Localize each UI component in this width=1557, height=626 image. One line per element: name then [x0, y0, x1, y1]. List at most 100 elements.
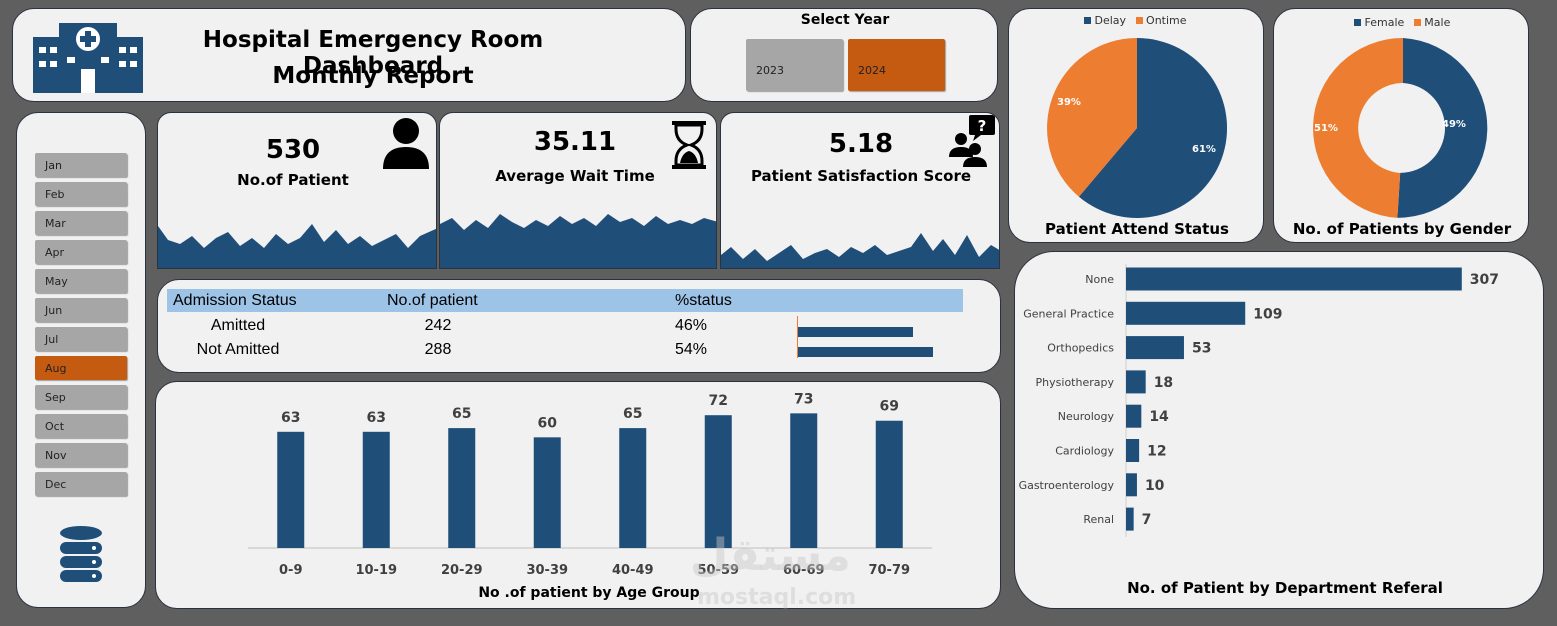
dept-bar	[1126, 404, 1142, 428]
dept-bar-value: 7	[1142, 512, 1152, 528]
age-bar	[533, 437, 561, 548]
age-bar-value: 63	[281, 410, 300, 426]
legend-male-swatch	[1413, 19, 1421, 26]
admission-row-status: Amitted	[210, 317, 266, 334]
admission-row-pct: 54%	[675, 341, 708, 358]
age-category-label: 20-29	[441, 563, 483, 578]
age-category-label: 70-79	[868, 563, 910, 578]
donut-slice-male	[1313, 38, 1403, 218]
admission-panel: Admission Status No.of patient %status A…	[157, 279, 1001, 373]
age-bar-value: 73	[794, 391, 813, 407]
gender-legend: Female Male	[1354, 16, 1450, 29]
age-category-label: 40-49	[612, 563, 654, 578]
svg-text:?: ?	[978, 117, 987, 135]
dept-category-label: None	[1085, 273, 1114, 286]
kpi-satisfaction-value: 5.18	[828, 129, 894, 159]
dashboard-subtitle: Monthly Report	[272, 63, 474, 89]
month-button-aug[interactable]: Aug	[35, 356, 127, 380]
age-bar-value: 65	[452, 406, 471, 422]
age-bar	[619, 428, 647, 548]
dept-bar	[1126, 301, 1246, 325]
age-category-label: 0-9	[279, 563, 303, 578]
age-bar	[277, 431, 305, 548]
dept-bar-value: 53	[1192, 341, 1211, 357]
year-selector-panel: Select Year 2023 2024	[690, 8, 998, 102]
age-bar-value: 65	[623, 406, 642, 422]
watermark-arabic: مستقل	[690, 530, 851, 581]
month-button-apr[interactable]: Apr	[35, 240, 127, 264]
month-slicer-panel: Jan Feb Mar Apr May Jun Jul Aug Sep Oct Nov Dec	[16, 112, 146, 608]
kpi-patients-value: 530	[265, 135, 321, 165]
legend-delay-label: Delay	[1094, 14, 1127, 27]
month-button-dec[interactable]: Dec	[35, 472, 127, 496]
kpi-patients-label: No.of Patient	[237, 171, 349, 189]
wait-time-sparkline	[440, 214, 716, 268]
dept-category-label: General Practice	[1023, 307, 1114, 320]
age-bar-value: 63	[367, 410, 386, 426]
gender-chart-title: No. of Patients by Gender	[1292, 220, 1512, 238]
kpi-card-satisfaction: 5.18 Patient Satisfaction Score ?	[720, 112, 1000, 269]
legend-female-swatch	[1354, 19, 1361, 26]
legend-ontime-label: Ontime	[1146, 14, 1187, 27]
age-bar-value: 69	[880, 399, 899, 415]
month-button-mar[interactable]: Mar	[35, 211, 127, 235]
dashboard-title: Hospital Emergency Room Dashboard	[202, 27, 544, 79]
legend-ontime-swatch	[1135, 17, 1143, 24]
admission-row-pct: 46%	[675, 317, 708, 334]
age-bar	[875, 420, 903, 548]
month-button-nov[interactable]: Nov	[35, 443, 127, 467]
month-button-oct[interactable]: Oct	[35, 414, 127, 438]
hospital-icon	[33, 23, 143, 93]
dept-category-label: Gastroenterology	[1019, 479, 1115, 492]
year-button-2023[interactable]: 2023	[746, 39, 843, 91]
attend-status-panel: Delay Ontime 61% 39% Patient Attend Stat…	[1008, 8, 1264, 243]
kpi-wait-label: Average Wait Time	[495, 167, 655, 185]
satisfaction-sparkline	[721, 233, 999, 268]
month-button-jun[interactable]: Jun	[35, 298, 127, 322]
dept-category-label: Neurology	[1058, 410, 1115, 423]
month-button-sep[interactable]: Sep	[35, 385, 127, 409]
kpi-satisfaction-label: Patient Satisfaction Score	[750, 167, 972, 185]
dept-bar	[1126, 370, 1146, 394]
age-group-chart: 63 0-9 63 10-19 65 20-29 60 30-39 65 40-49 72 50-59…	[248, 391, 932, 578]
donut-label-male: 51%	[1314, 123, 1338, 134]
dept-bar	[1126, 336, 1184, 360]
dept-bar-value: 307	[1470, 272, 1499, 288]
age-bar	[704, 415, 732, 548]
month-button-jan[interactable]: Jan	[35, 153, 127, 177]
age-bar	[448, 428, 476, 548]
admission-row-status: Not Amitted	[196, 341, 280, 358]
person-icon	[383, 118, 429, 169]
legend-delay-swatch	[1084, 17, 1091, 24]
pie-slice-delay	[1078, 37, 1228, 218]
donut-slice-female	[1397, 38, 1488, 218]
month-button-feb[interactable]: Feb	[35, 182, 127, 206]
database-icon	[60, 526, 102, 582]
databar-axis	[797, 316, 798, 358]
year-button-2024[interactable]: 2024	[848, 39, 945, 91]
dept-bar	[1126, 267, 1462, 291]
admission-header-count: No.of patient	[387, 292, 478, 309]
month-button-jul[interactable]: Jul	[35, 327, 127, 351]
admission-header-bar	[167, 289, 963, 312]
admission-row-count: 242	[424, 317, 452, 334]
dept-category-label: Cardiology	[1055, 445, 1114, 458]
age-chart-title: No .of patient by Age Group	[478, 585, 700, 601]
watermark-latin: mostaql.com	[697, 585, 857, 610]
age-group-panel: 63 0-9 63 10-19 65 20-29 60 30-39 65 40-49 72 50-59…	[155, 381, 1001, 609]
donut-label-female: 49%	[1442, 119, 1466, 130]
dept-category-label: Orthopedics	[1047, 342, 1114, 355]
age-category-label: 30-39	[526, 563, 568, 578]
legend-male-label: Male	[1424, 16, 1451, 29]
attend-legend: Delay Ontime	[1084, 14, 1187, 27]
dept-bar	[1126, 473, 1137, 497]
year-selector-title: Select Year	[800, 12, 890, 28]
kpi-card-patients: 530 No.of Patient	[157, 112, 437, 269]
pie-label-ontime: 39%	[1057, 97, 1081, 108]
attend-pie	[1047, 37, 1228, 218]
legend-female-label: Female	[1364, 16, 1405, 29]
patients-sparkline	[158, 224, 436, 268]
header-panel: Hospital Emergency Room Dashboard Monthl…	[12, 8, 686, 102]
month-button-may[interactable]: May	[35, 269, 127, 293]
dept-chart-title: No. of Patient by Department Referal	[1127, 579, 1443, 597]
